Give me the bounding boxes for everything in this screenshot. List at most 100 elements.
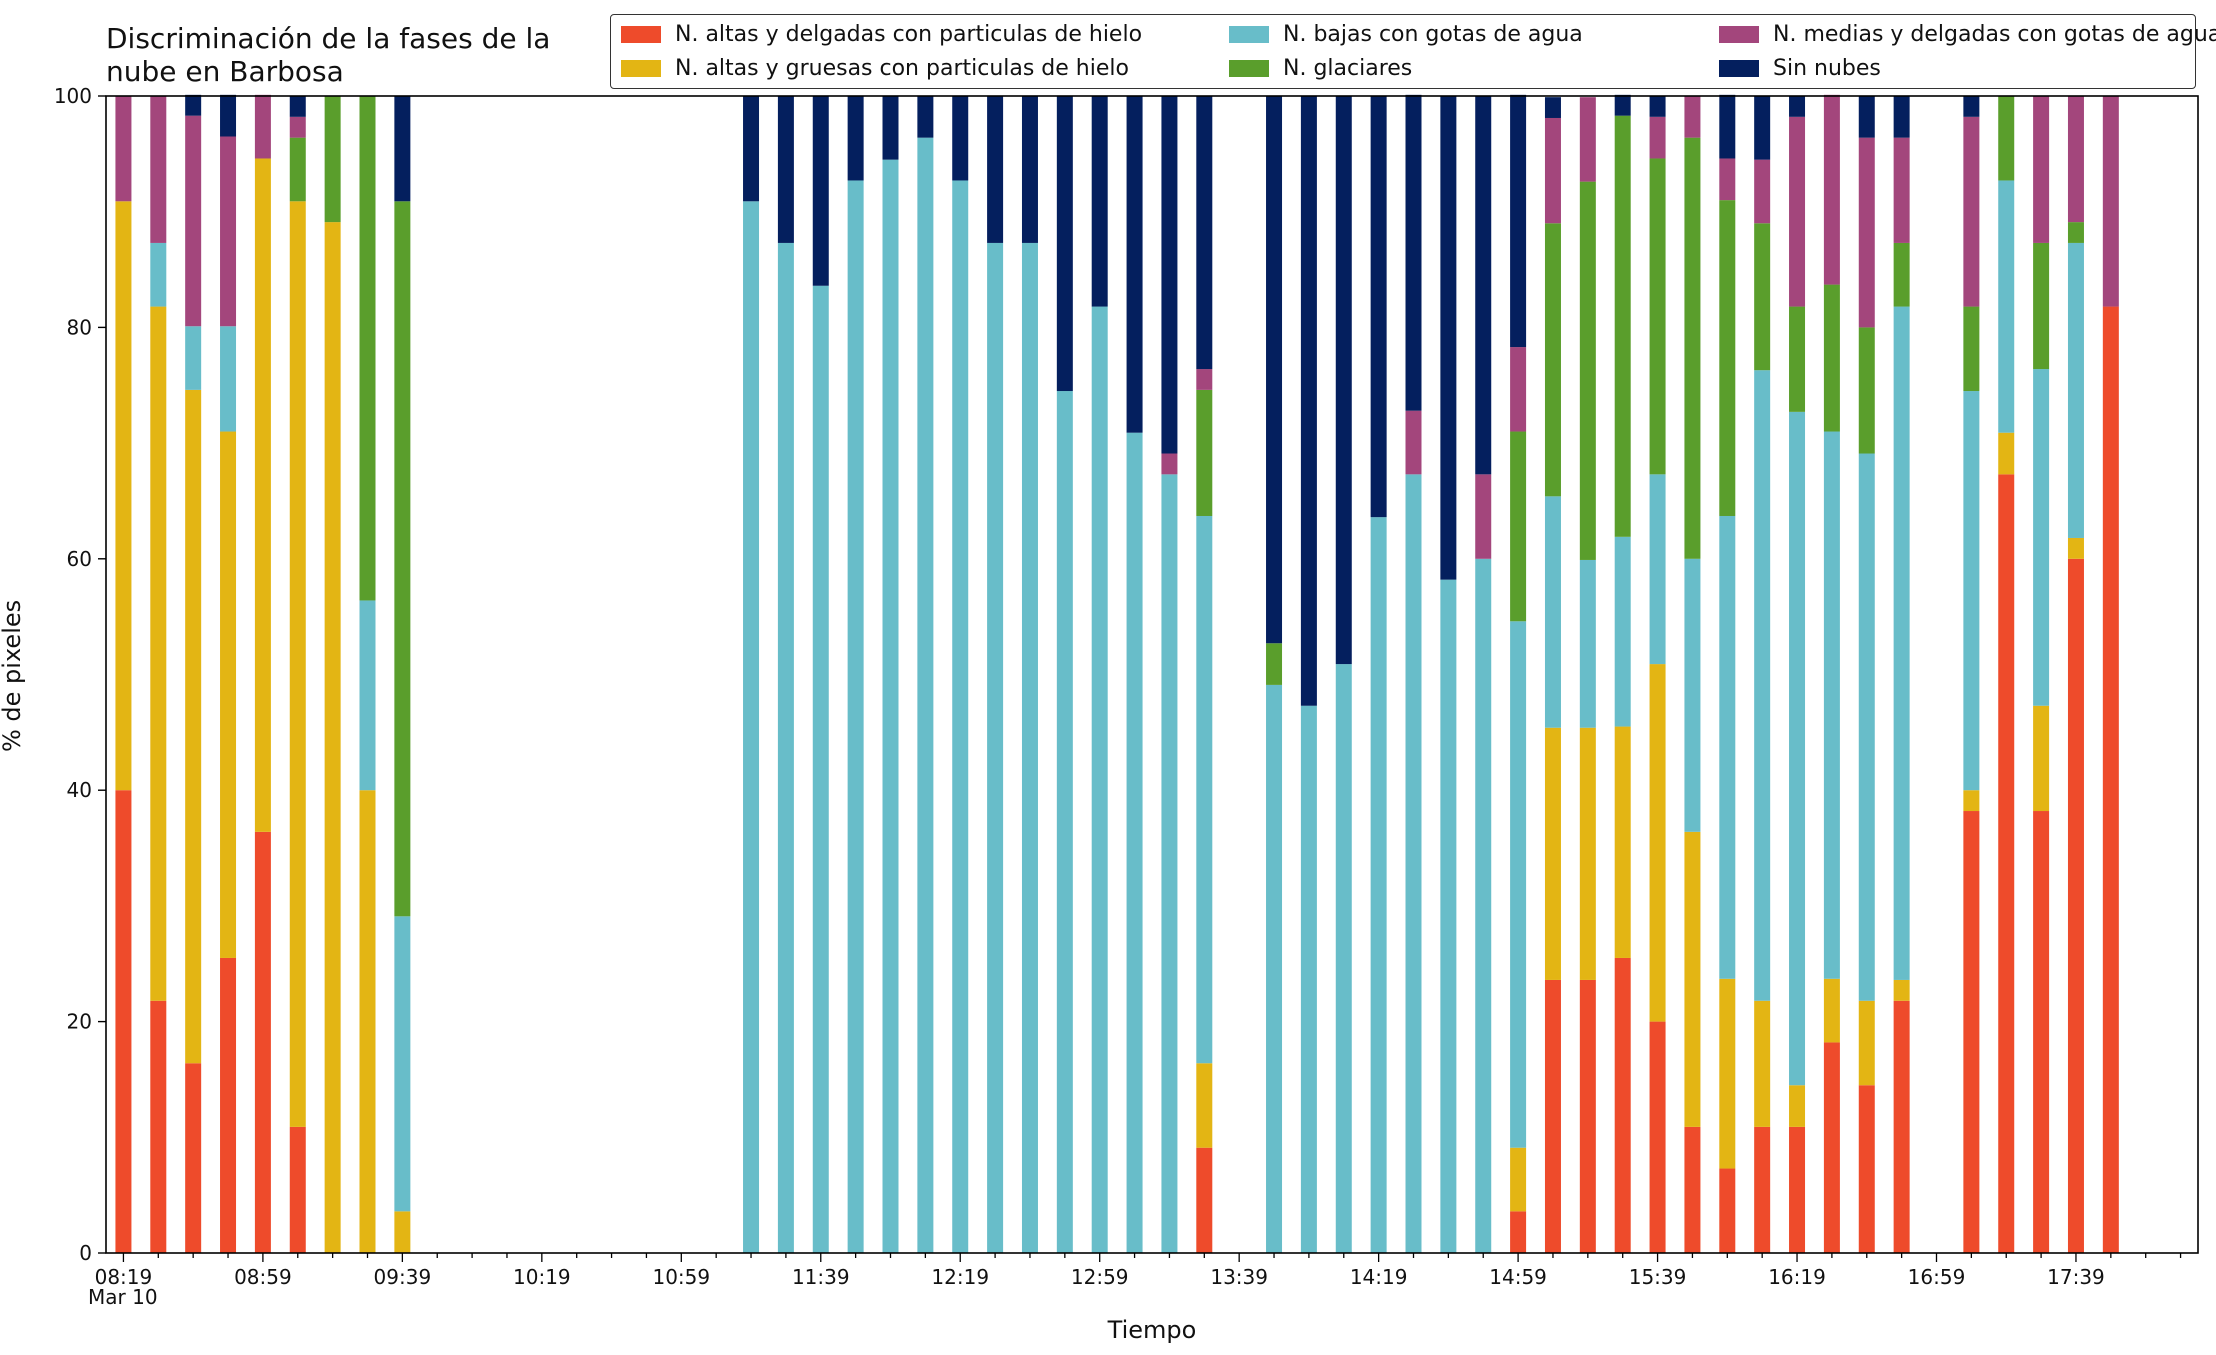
bar-segment-2-13:29 <box>1196 515 1213 1064</box>
bar-segment-4-17:09 <box>1963 116 1980 307</box>
bar-segment-0-17:09 <box>1963 811 1980 1253</box>
bar-segment-2-11:49 <box>847 180 864 1254</box>
bar-segment-2-12:09 <box>917 137 934 1254</box>
legend-swatch <box>1719 25 1759 43</box>
bar-segment-1-16:49 <box>1893 979 1910 1001</box>
bar-segment-1-15:29 <box>1614 726 1631 958</box>
bar-segment-0-16:29 <box>1823 1042 1840 1253</box>
bar-segment-5-13:59 <box>1300 96 1317 706</box>
bar-segment-5-13:29 <box>1196 96 1213 370</box>
bar-segment-5-14:49 <box>1475 96 1492 475</box>
y-tick-label: 60 <box>67 547 92 571</box>
legend-item-bajas: N. bajas con gotas de agua <box>1229 19 1583 49</box>
bar-segment-5-12:19 <box>952 96 969 181</box>
bar-segment-1-15:19 <box>1579 727 1596 980</box>
bar-segment-4-17:29 <box>2033 96 2050 243</box>
bar-segment-1-16:29 <box>1823 978 1840 1043</box>
bar-segment-3-17:39 <box>2067 222 2084 243</box>
bar-segment-0-15:59 <box>1719 1168 1736 1253</box>
bar-segment-3-15:29 <box>1614 115 1631 537</box>
bar-segment-5-14:29 <box>1405 94 1422 411</box>
bar-segment-2-09:39 <box>394 916 411 1212</box>
bar-segment-2-11:39 <box>812 285 829 1253</box>
x-tick-label: 14:59 <box>1489 1265 1547 1289</box>
bar-segment-0-15:09 <box>1544 979 1561 1253</box>
bar-segment-5-11:29 <box>777 96 794 243</box>
bar-segment-2-15:59 <box>1719 515 1736 979</box>
bar-segment-3-15:59 <box>1719 200 1736 516</box>
bar-segment-0-17:39 <box>2067 558 2084 1253</box>
bar-segment-3-13:49 <box>1266 643 1283 685</box>
bar-segment-3-14:59 <box>1510 431 1527 622</box>
bar-segment-5-16:19 <box>1789 96 1806 117</box>
bar-segment-4-09:09 <box>289 116 306 138</box>
x-tick-label: 12:19 <box>931 1265 989 1289</box>
bar-segment-2-14:59 <box>1510 621 1527 1148</box>
bar-segment-1-17:19 <box>1998 432 2015 475</box>
bar-segment-4-15:59 <box>1719 158 1736 201</box>
legend-swatch <box>1229 25 1269 43</box>
bar-segment-0-16:09 <box>1754 1126 1771 1253</box>
bar-segment-5-14:09 <box>1335 96 1352 665</box>
x-tick-label: 17:39 <box>2047 1265 2105 1289</box>
x-tick-label: 10:59 <box>652 1265 710 1289</box>
x-tick-label: 15:39 <box>1629 1265 1687 1289</box>
bar-segment-0-16:19 <box>1789 1126 1806 1253</box>
bar-segment-5-11:39 <box>812 96 829 286</box>
bar-segment-5-13:19 <box>1161 96 1178 454</box>
bar-segment-2-13:09 <box>1126 432 1143 1253</box>
bar-segment-4-08:19 <box>115 96 132 202</box>
legend-item-sin-nubes: Sin nubes <box>1719 53 1881 83</box>
x-tick-label: 13:39 <box>1210 1265 1268 1289</box>
bar-segment-4-16:19 <box>1789 116 1806 307</box>
bar-segment-2-13:19 <box>1161 474 1178 1253</box>
bar-segment-5-12:59 <box>1091 96 1108 307</box>
bar-segment-1-15:49 <box>1684 831 1701 1127</box>
bar-segment-5-15:29 <box>1614 94 1631 116</box>
bar-segment-3-15:49 <box>1684 137 1701 559</box>
bar-segment-3-09:39 <box>394 201 411 917</box>
y-tick-label: 20 <box>67 1010 92 1034</box>
bar-segment-2-13:49 <box>1266 684 1283 1253</box>
bar-marks <box>115 94 2119 1254</box>
bar-segment-3-13:29 <box>1196 389 1213 516</box>
bar-segment-5-13:49 <box>1266 96 1283 644</box>
bar-segment-2-17:29 <box>2033 369 2050 706</box>
bar-segment-1-14:59 <box>1510 1147 1527 1212</box>
bar-segment-5-12:09 <box>917 96 934 138</box>
bar-segment-5-12:39 <box>1021 96 1038 243</box>
chart-title: Discriminación de la fases de la nube en… <box>106 22 551 88</box>
bar-segment-2-14:09 <box>1335 664 1352 1253</box>
bar-segment-5-08:39 <box>185 94 202 116</box>
bar-segment-0-17:19 <box>1998 474 2015 1253</box>
bar-segment-2-12:19 <box>952 180 969 1254</box>
bar-segment-2-08:29 <box>150 242 167 307</box>
bar-segment-0-17:49 <box>2102 306 2119 1254</box>
bar-segment-2-12:39 <box>1021 242 1038 1254</box>
bar-segment-5-12:29 <box>987 96 1004 243</box>
bar-segment-1-09:29 <box>359 790 376 1253</box>
bar-segment-2-16:49 <box>1893 306 1910 980</box>
legend-item-altas-delgadas: N. altas y delgadas con particulas de hi… <box>621 19 1142 49</box>
bar-segment-5-13:09 <box>1126 96 1143 433</box>
bar-segment-2-11:59 <box>882 159 899 1253</box>
bar-segment-4-08:39 <box>185 115 202 327</box>
bar-segment-2-13:59 <box>1300 705 1317 1253</box>
bar-segment-5-15:59 <box>1719 94 1736 159</box>
bar-segment-2-08:49 <box>220 326 237 432</box>
bar-segment-1-15:09 <box>1544 727 1561 980</box>
bar-segment-4-08:59 <box>254 94 271 159</box>
bar-segment-1-16:39 <box>1858 1000 1875 1086</box>
bar-segment-1-08:29 <box>150 306 167 1001</box>
bar-segment-3-09:19 <box>324 96 341 223</box>
bar-segment-0-15:39 <box>1649 1021 1666 1253</box>
bar-segment-5-12:49 <box>1056 96 1073 392</box>
bar-segment-4-08:29 <box>150 96 167 243</box>
bar-segment-2-15:29 <box>1614 536 1631 727</box>
bar-segment-4-16:49 <box>1893 137 1910 243</box>
bar-segment-5-14:19 <box>1370 96 1387 518</box>
x-tick-label: 09:39 <box>374 1265 432 1289</box>
bar-segment-0-08:29 <box>150 1000 167 1253</box>
bar-segment-5-09:09 <box>289 96 306 117</box>
